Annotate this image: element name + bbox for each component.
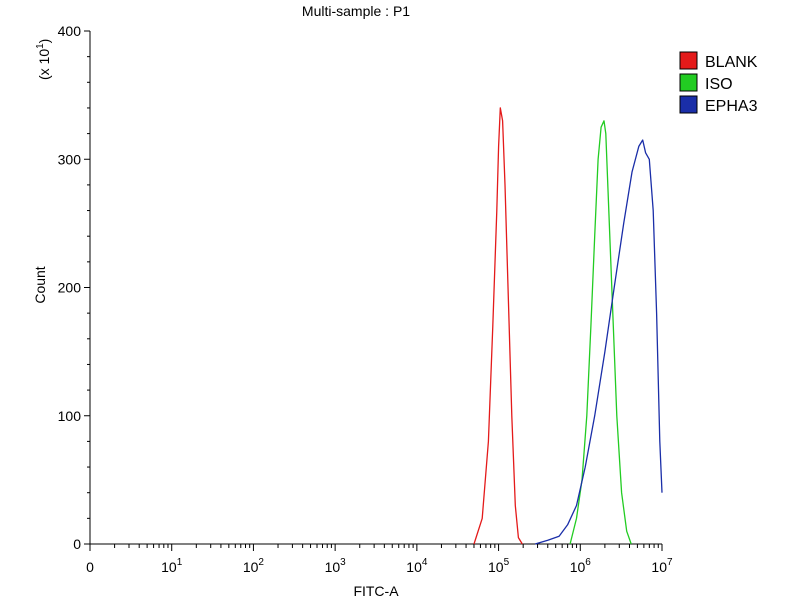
x-tick-label: 104 <box>406 557 428 575</box>
chart-title: Multi-sample : P1 <box>302 3 410 19</box>
series-line-epha3 <box>534 139 663 545</box>
x-tick-label: 101 <box>161 557 183 575</box>
legend-label-epha3: EPHA3 <box>705 98 758 115</box>
y-tick-label: 400 <box>58 23 82 39</box>
legend-swatch-blank <box>679 51 698 70</box>
y-multiplier-label: (x 101) <box>35 39 52 80</box>
y-tick-label: 300 <box>58 151 82 167</box>
y-tick-label: 100 <box>58 408 82 424</box>
y-axis: 0 100 200 300 400 <box>58 23 91 552</box>
x-tick-label: 105 <box>488 557 510 575</box>
x-tick-label: 103 <box>325 557 347 575</box>
legend-swatch-epha3 <box>679 95 698 114</box>
x-tick-label: 106 <box>570 557 592 575</box>
x-tick-label: 107 <box>651 557 673 575</box>
series-layer <box>473 107 663 545</box>
x-tick-label: 0 <box>86 559 94 575</box>
series-line-blank <box>473 107 523 545</box>
x-tick-label: 102 <box>243 557 265 575</box>
y-tick-label: 200 <box>58 280 82 296</box>
series-line-iso <box>569 120 632 545</box>
legend: BLANK ISO EPHA3 <box>679 51 758 115</box>
legend-swatch-iso <box>679 73 698 92</box>
x-axis: 0 101 102 103 104 105 106 107 <box>86 543 673 575</box>
y-axis-label: Count <box>32 266 48 303</box>
y-tick-label: 0 <box>73 536 81 552</box>
legend-label-blank: BLANK <box>705 54 758 71</box>
legend-label-iso: ISO <box>705 76 733 93</box>
x-axis-label: FITC-A <box>353 583 399 599</box>
